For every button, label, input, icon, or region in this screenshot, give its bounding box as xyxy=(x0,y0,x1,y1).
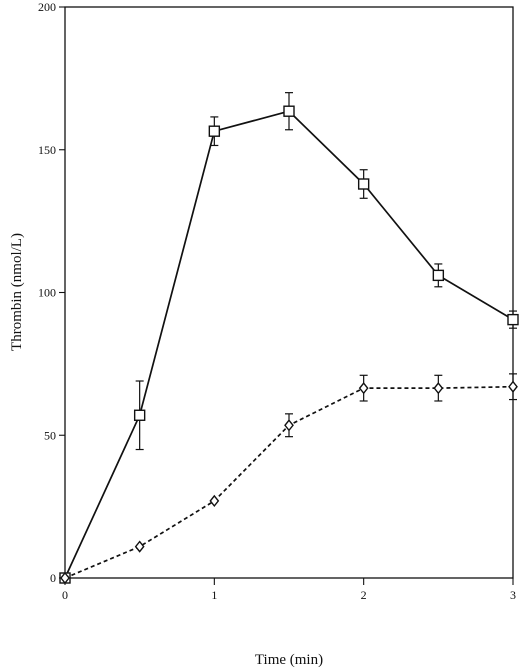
x-tick-label: 1 xyxy=(211,588,217,602)
diamond-point xyxy=(433,382,444,395)
y-axis-label: Thrombin (nmol/L) xyxy=(9,233,25,351)
diamond-point xyxy=(209,494,220,508)
series-layer xyxy=(59,92,519,585)
x-tick-label: 0 xyxy=(62,588,68,602)
square-point xyxy=(208,125,221,137)
diamond-point xyxy=(508,380,518,393)
y-tick-label: 200 xyxy=(38,0,56,14)
diamond-point xyxy=(134,540,145,553)
x-tick-label: 2 xyxy=(361,588,367,602)
x-axis-label: Time (min) xyxy=(255,652,323,668)
series-square xyxy=(59,92,519,584)
square-point xyxy=(357,178,370,190)
x-tick-label: 3 xyxy=(510,588,516,602)
square-point xyxy=(283,105,295,117)
square-series-line xyxy=(64,110,514,579)
axes-layer: 0 1 2 3 0 50 100 150 200 xyxy=(38,0,516,602)
y-tick-label: 50 xyxy=(44,428,56,442)
y-tick-label: 100 xyxy=(38,286,56,300)
series-diamond xyxy=(60,373,518,585)
square-point xyxy=(432,269,445,282)
y-tick-label: 0 xyxy=(50,571,56,585)
diamond-point xyxy=(60,571,70,585)
square-point xyxy=(133,409,146,421)
diamond-point xyxy=(284,419,294,432)
y-tick-label: 150 xyxy=(38,143,56,157)
square-point xyxy=(507,313,519,326)
diamond-point xyxy=(358,382,369,395)
